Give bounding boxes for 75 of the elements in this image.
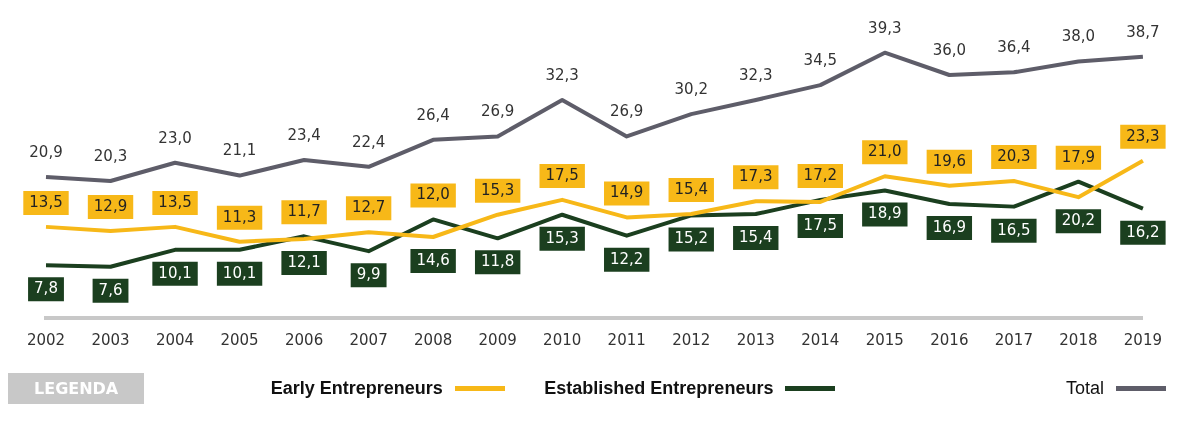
x-tick-label: 2014 xyxy=(801,330,840,349)
data-label: 19,6 xyxy=(932,151,967,170)
data-label: 20,3 xyxy=(997,146,1031,165)
legend-label: Established Entrepreneurs xyxy=(544,377,774,399)
data-label: 38,0 xyxy=(1061,27,1096,46)
data-label: 11,7 xyxy=(287,202,321,221)
data-label: 15,3 xyxy=(480,180,515,199)
data-label: 30,2 xyxy=(674,80,708,99)
x-tick-label: 2005 xyxy=(220,330,259,349)
data-label: 26,9 xyxy=(480,102,515,121)
data-label: 18,9 xyxy=(868,204,902,223)
data-label: 16,2 xyxy=(1126,222,1160,241)
data-label: 17,2 xyxy=(803,165,837,184)
data-label: 26,9 xyxy=(610,102,644,121)
data-label: 12,0 xyxy=(416,185,450,204)
x-tick-label: 2018 xyxy=(1059,330,1098,349)
x-tick-label: 2009 xyxy=(478,330,517,349)
x-tick-label: 2015 xyxy=(865,330,904,349)
data-label: 15,4 xyxy=(674,179,708,198)
data-label: 17,5 xyxy=(545,165,579,184)
x-tick-label: 2007 xyxy=(349,330,388,349)
legend-label: Early Entrepreneurs xyxy=(270,377,443,399)
data-label: 22,4 xyxy=(351,132,386,151)
data-label: 12,7 xyxy=(351,198,386,217)
data-label: 13,5 xyxy=(29,192,63,211)
data-label: 36,0 xyxy=(932,40,967,59)
data-label: 23,0 xyxy=(158,128,192,147)
data-label: 7,6 xyxy=(98,280,123,299)
x-tick-label: 2004 xyxy=(155,330,195,349)
x-tick-label: 2006 xyxy=(285,330,324,349)
data-label: 14,6 xyxy=(416,250,450,269)
data-label: 36,4 xyxy=(997,38,1031,57)
data-label: 23,3 xyxy=(1126,126,1160,145)
data-label: 10,1 xyxy=(158,263,192,282)
x-tick-label: 2016 xyxy=(930,330,969,349)
x-tick-label: 2010 xyxy=(543,330,582,349)
data-label: 16,5 xyxy=(997,220,1031,239)
data-label: 32,3 xyxy=(545,65,579,84)
x-tick-label: 2019 xyxy=(1123,330,1163,349)
data-label: 11,8 xyxy=(480,252,515,271)
x-tick-label: 2002 xyxy=(26,330,66,349)
data-label: 15,4 xyxy=(739,227,773,246)
data-label: 20,2 xyxy=(1061,211,1096,230)
data-label: 13,5 xyxy=(158,192,192,211)
data-label: 12,1 xyxy=(287,252,321,271)
x-tick-label: 2013 xyxy=(736,330,775,349)
legend-label: Total xyxy=(1065,377,1104,399)
x-tick-label: 2011 xyxy=(607,330,646,349)
data-label: 7,8 xyxy=(34,279,58,298)
data-label: 11,3 xyxy=(222,207,257,226)
data-label: 39,3 xyxy=(868,18,902,37)
data-label: 9,9 xyxy=(356,265,381,284)
data-label: 12,9 xyxy=(93,196,128,215)
data-label: 17,5 xyxy=(803,215,837,234)
data-label: 23,4 xyxy=(287,125,321,144)
data-label: 15,2 xyxy=(674,229,708,248)
data-label: 10,1 xyxy=(222,263,257,282)
data-label: 26,4 xyxy=(416,105,450,124)
data-label: 17,3 xyxy=(739,167,773,186)
data-label: 14,9 xyxy=(610,183,644,202)
data-label: 20,9 xyxy=(29,142,63,161)
data-label: 34,5 xyxy=(803,51,837,70)
data-label: 17,9 xyxy=(1061,147,1096,166)
x-tick-label: 2003 xyxy=(91,330,130,349)
data-label: 12,2 xyxy=(610,249,644,268)
data-label: 20,3 xyxy=(93,146,128,165)
x-tick-label: 2008 xyxy=(414,330,453,349)
x-tick-label: 2017 xyxy=(994,330,1033,349)
data-label: 21,1 xyxy=(222,141,257,160)
data-label: 21,0 xyxy=(868,142,902,161)
data-label: 15,3 xyxy=(545,228,579,247)
data-label: 32,3 xyxy=(739,65,773,84)
x-tick-label: 2012 xyxy=(672,330,711,349)
data-label: 16,9 xyxy=(932,217,967,236)
data-label: 38,7 xyxy=(1126,22,1160,41)
